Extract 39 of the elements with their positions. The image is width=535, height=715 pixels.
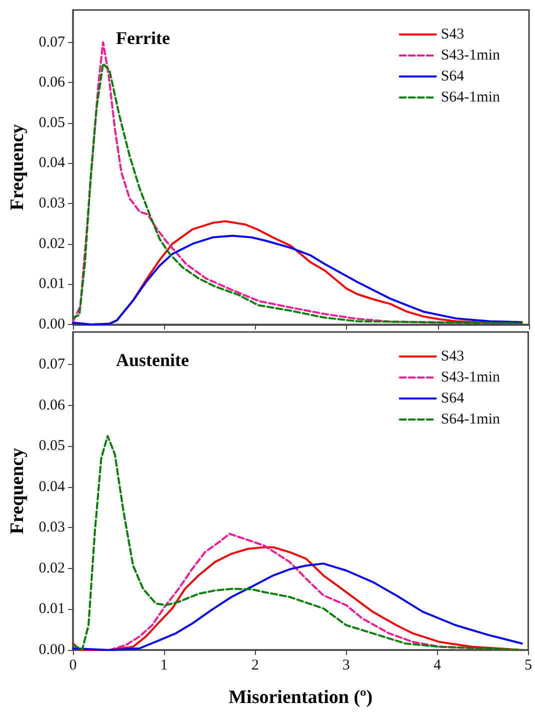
line-series — [72, 562, 523, 651]
y-tick-label: 0.07 — [38, 356, 66, 373]
legend-label: S64 — [440, 390, 465, 406]
legend-label: S43 — [440, 348, 464, 364]
y-tick-label: 0.02 — [38, 560, 65, 576]
y-tick-label: 0.06 — [38, 397, 66, 414]
y-tick-label: 0.06 — [38, 74, 66, 91]
line-series — [72, 546, 523, 651]
legend-label: S43 — [440, 26, 464, 42]
legend-label: S64 — [440, 68, 465, 84]
y-tick-label: 0.01 — [38, 601, 65, 618]
y-tick-label: 0.07 — [38, 34, 66, 50]
line-series — [108, 532, 523, 651]
y-tick-label: 0.04 — [38, 478, 66, 495]
legend-label: S64-1min — [440, 90, 500, 106]
y-tick-label: 0.02 — [38, 236, 65, 252]
text: Austenite — [116, 350, 190, 370]
y-tick-label: 0.00 — [38, 316, 65, 332]
y-tick-label: 0.05 — [38, 114, 65, 131]
y-tick-label: 0.01 — [38, 276, 65, 292]
y-axis-title: Frequency — [7, 124, 28, 210]
line-series — [72, 434, 523, 651]
x-tick-label: 4 — [433, 658, 442, 674]
y-tick-label: 0.03 — [38, 520, 65, 536]
legend-label: S43-1min — [440, 370, 500, 386]
y-tick-label: 0.04 — [38, 155, 66, 172]
legend-label: S64-1min — [440, 412, 500, 428]
x-axis-title: Misorientation (º) — [228, 687, 373, 708]
y-tick-label: 0.05 — [38, 438, 65, 454]
x-tick-label: 3 — [342, 658, 350, 674]
x-tick-label: 2 — [251, 658, 259, 674]
text: Ferrite — [116, 28, 170, 48]
legend-label: S43-1min — [440, 48, 500, 64]
y-tick-label: 0.03 — [38, 196, 65, 212]
x-tick-label: 0 — [69, 658, 77, 674]
y-axis-title: Frequency — [7, 447, 28, 534]
y-tick-label: 0.00 — [38, 642, 65, 658]
x-tick-label: 1 — [160, 658, 168, 674]
x-tick-label: 5 — [524, 658, 532, 674]
